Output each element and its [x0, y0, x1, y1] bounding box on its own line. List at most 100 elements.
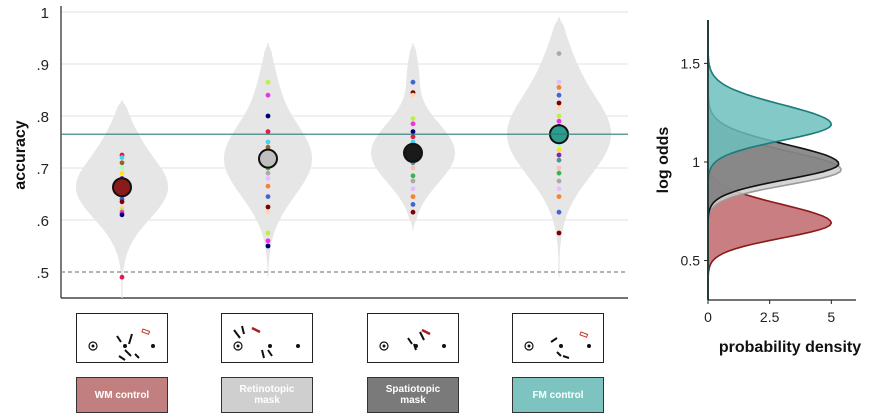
- line-segments-icon: [116, 335, 122, 343]
- data-point: [119, 170, 125, 176]
- data-point: [265, 129, 271, 135]
- y-tick-label: 1: [41, 5, 49, 22]
- line-segments-icon: [261, 349, 265, 359]
- data-point: [265, 194, 271, 200]
- data-point: [410, 202, 416, 207]
- data-point: [410, 186, 416, 192]
- data-point: [556, 152, 562, 158]
- data-point: [265, 183, 271, 189]
- fixation-dot-icon: [379, 341, 389, 351]
- fixation-dot-icon: [382, 344, 386, 348]
- data-point: [265, 92, 271, 98]
- line-segments-icon: [128, 333, 133, 345]
- data-point: [410, 116, 416, 121]
- data-point: [119, 274, 125, 280]
- line-segments-icon: [118, 355, 126, 361]
- data-point: [556, 178, 562, 184]
- target-dot-icon: [442, 344, 446, 348]
- density-panel: 0.5 1 1.5 0 2.5 5 log odds probability density: [655, 20, 861, 356]
- data-point: [410, 129, 416, 135]
- data-point: [119, 165, 125, 171]
- x-tick-label: 2.5: [760, 309, 780, 325]
- data-point: [265, 79, 271, 85]
- condition-thumbnail: [367, 313, 459, 363]
- data-point: [556, 100, 562, 106]
- red-bar-icon: [579, 331, 589, 338]
- mean-marker: [112, 177, 132, 198]
- data-point: [410, 165, 416, 171]
- line-segments-icon: [562, 355, 570, 359]
- y-tick-label: .7: [36, 161, 49, 178]
- data-point: [410, 79, 416, 85]
- data-point: [556, 92, 562, 98]
- data-point: [410, 134, 416, 140]
- data-point: [265, 144, 271, 150]
- data-point: [410, 121, 416, 127]
- line-segments-icon: [407, 337, 413, 345]
- condition-label: Spatiotopic mask: [367, 377, 459, 413]
- red-bar-icon: [421, 328, 431, 336]
- fixation-dot-icon: [88, 341, 98, 351]
- data-point: [556, 194, 562, 200]
- data-point: [556, 186, 562, 192]
- density-y-label: log odds: [655, 127, 672, 194]
- data-point: [556, 147, 562, 153]
- y-tick-label: .9: [36, 57, 49, 74]
- target-dot-icon: [123, 344, 127, 348]
- data-point: [119, 199, 125, 205]
- data-point: [556, 230, 562, 236]
- density-curve: [707, 20, 840, 300]
- fixation-dot-icon: [233, 341, 243, 351]
- data-point: [556, 165, 562, 171]
- y-tick-label: .6: [36, 213, 49, 230]
- line-segments-icon: [267, 349, 273, 357]
- y-tick-label: .5: [36, 265, 49, 282]
- line-segments-icon: [556, 351, 562, 357]
- line-segments-icon: [134, 353, 140, 359]
- y-tick-label: 1.5: [681, 55, 701, 71]
- x-tick-label: 0: [704, 309, 712, 325]
- condition-label: Retinotopic mask: [221, 377, 313, 413]
- red-bar-icon: [251, 326, 261, 334]
- data-point: [265, 176, 271, 181]
- data-point: [556, 105, 562, 111]
- target-dot-icon: [296, 344, 300, 348]
- condition-thumbnail: [512, 313, 604, 363]
- fixation-dot-icon: [236, 344, 240, 348]
- violin-panel: .5 .6 .7 .8 .9 1 accuracy: [12, 5, 628, 299]
- data-point: [265, 113, 271, 119]
- data-point: [556, 170, 562, 176]
- data-point: [556, 113, 562, 119]
- condition-thumbnail: [76, 313, 168, 363]
- data-point: [265, 170, 271, 176]
- x-tick-label: 5: [827, 309, 835, 325]
- target-dot-icon: [559, 344, 563, 348]
- data-point: [410, 209, 416, 215]
- target-dot-icon: [151, 344, 155, 348]
- fixation-dot-icon: [91, 344, 95, 348]
- y-tick-label: .8: [36, 109, 49, 126]
- data-point: [119, 155, 125, 161]
- target-dot-icon: [587, 344, 591, 348]
- data-point: [265, 204, 271, 210]
- data-point: [556, 209, 562, 215]
- data-point: [119, 160, 125, 166]
- y-axis-label: accuracy: [12, 120, 29, 189]
- condition-thumbnail: [221, 313, 313, 363]
- data-point: [556, 51, 562, 56]
- y-tick-label: 0.5: [681, 253, 701, 269]
- data-point: [556, 85, 562, 90]
- data-point: [410, 194, 416, 200]
- data-point: [410, 92, 416, 98]
- line-segments-icon: [550, 337, 558, 343]
- condition-label: FM control: [512, 377, 604, 413]
- line-segments-icon: [241, 325, 245, 335]
- line-segments-icon: [413, 343, 417, 351]
- data-point: [265, 209, 271, 215]
- data-point: [265, 238, 271, 244]
- data-point: [265, 243, 271, 249]
- data-point: [265, 230, 271, 236]
- data-point: [265, 139, 271, 145]
- data-point: [556, 118, 562, 124]
